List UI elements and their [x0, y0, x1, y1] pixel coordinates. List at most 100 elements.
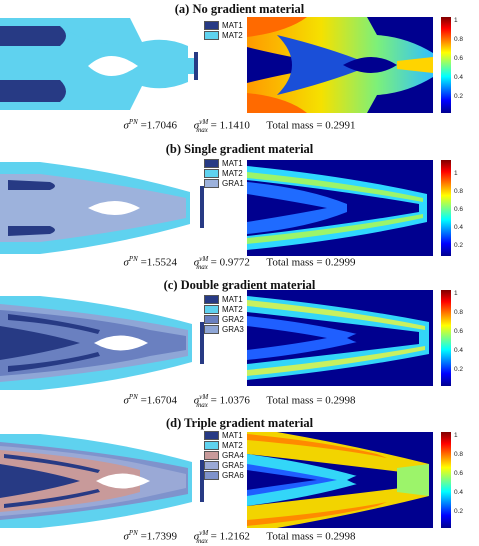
legend-label: MAT1 [222, 294, 243, 304]
legend-label: MAT2 [222, 30, 243, 40]
legend-label: GRA3 [222, 324, 244, 334]
legend-swatch [204, 440, 219, 450]
colorbar-tick: 0.4 [454, 489, 463, 496]
legend-swatch [204, 450, 219, 460]
panel-b: (b) Single gradient material MAT1 MAT2 G… [0, 138, 479, 274]
legend-label: GRA4 [222, 450, 244, 460]
legend-label: GRA5 [222, 460, 244, 470]
panel-title: (d) Triple gradient material [165, 416, 314, 430]
total-mass: Total mass = 0.2999 [266, 256, 356, 269]
legend-c: MAT1 MAT2 GRA2 GRA3 [204, 294, 244, 334]
colorbar-tick: 0.4 [454, 74, 463, 81]
legend-label: MAT2 [222, 304, 243, 314]
panel-a: (a) No gradient material MAT1 MAT2 [0, 0, 479, 136]
material-layout-d [0, 434, 204, 528]
colorbar-tick: 0.2 [454, 508, 463, 515]
panel-title: (c) Double gradient material [163, 278, 316, 292]
material-layout-a [0, 18, 198, 110]
sigma-pn-sup: PN [128, 529, 138, 537]
stress-heatmap-a [247, 17, 433, 113]
colorbar-d: 1 0.8 0.6 0.4 0.2 [441, 432, 463, 528]
legend-swatch [204, 178, 219, 188]
legend-label: GRA6 [222, 470, 244, 480]
material-layout-c [0, 296, 204, 390]
legend-label: MAT2 [222, 168, 243, 178]
colorbar-tick: 0.8 [454, 309, 463, 316]
sigma-pn-value: =1.5524 [140, 256, 178, 269]
legend-item: GRA3 [204, 324, 244, 334]
legend-swatch [204, 20, 219, 30]
legend-label: GRA2 [222, 314, 244, 324]
stats-line-c: σPN =1.6704 σvMmax = 1.0376 Total mass =… [0, 393, 479, 409]
colorbar-c: 1 0.8 0.6 0.4 0.2 [441, 290, 463, 386]
sigma-pn-sup: PN [128, 255, 138, 263]
colorbar-b: 1 0.8 0.6 0.4 0.2 [441, 160, 463, 256]
total-mass: Total mass = 0.2991 [266, 119, 356, 132]
legend-item: MAT1 [204, 430, 244, 440]
stress-heatmap-b [247, 160, 433, 256]
sigma-pn-value: =1.7399 [140, 530, 178, 543]
legend-item: GRA4 [204, 450, 244, 460]
legend-swatch [204, 430, 219, 440]
stats-line-d: σPN =1.7399 σvMmax = 1.2162 Total mass =… [0, 529, 479, 545]
sigma-pn-symbol: σ [123, 256, 129, 269]
legend-item: MAT2 [204, 168, 244, 178]
legend-item: MAT1 [204, 20, 243, 30]
sigma-vm-symbol: σ [193, 530, 200, 543]
sigma-vm-value: = 1.2162 [210, 530, 250, 543]
colorbar-tick: 0.8 [454, 36, 463, 43]
legend-item: GRA1 [204, 178, 244, 188]
sigma-pn-sup: PN [128, 118, 138, 126]
colorbar-tick: 0.8 [454, 451, 463, 458]
panel-title: (a) No gradient material [174, 2, 305, 16]
legend-label: MAT2 [222, 440, 243, 450]
colorbar-tick: 0.4 [454, 224, 463, 231]
sigma-pn-symbol: σ [123, 530, 129, 543]
stress-heatmap-d [247, 432, 433, 528]
sigma-pn-value: =1.7046 [140, 119, 178, 132]
legend-swatch [204, 314, 219, 324]
stats-line-a: σPN =1.7046 σvMmax = 1.1410 Total mass =… [0, 118, 479, 134]
sigma-vm-sub: max [196, 400, 208, 409]
sigma-vm-sub: max [196, 536, 208, 545]
legend-label: MAT1 [222, 158, 243, 168]
legend-item: MAT1 [204, 158, 244, 168]
legend-label: MAT1 [222, 430, 243, 440]
colorbar-tick: 1 [454, 170, 458, 177]
sigma-vm-value: = 1.1410 [210, 119, 250, 132]
colorbar-tick: 0.6 [454, 328, 463, 335]
legend-swatch [204, 158, 219, 168]
colorbar-tick: 1 [454, 17, 458, 24]
stress-heatmap-c [247, 290, 433, 386]
legend-label: MAT1 [222, 20, 243, 30]
sigma-vm-sub: max [196, 125, 208, 134]
stats-line-b: σPN =1.5524 σvMmax = 0.9772 Total mass =… [0, 255, 479, 271]
colorbar-tick: 0.2 [454, 366, 463, 373]
panel-title: (b) Single gradient material [165, 142, 314, 156]
legend-a: MAT1 MAT2 [204, 20, 243, 40]
panel-c: (c) Double gradient material MAT1 MAT2 G… [0, 276, 479, 410]
sigma-pn-symbol: σ [123, 394, 129, 407]
legend-swatch [204, 460, 219, 470]
legend-swatch [204, 294, 219, 304]
sigma-vm-sup: vM [199, 255, 209, 263]
total-mass: Total mass = 0.2998 [266, 530, 356, 543]
legend-label: GRA1 [222, 178, 244, 188]
legend-item: GRA6 [204, 470, 244, 480]
colorbar-a: 1 0.8 0.6 0.4 0.2 [441, 17, 463, 113]
legend-item: MAT2 [204, 30, 243, 40]
colorbar-tick: 0.4 [454, 347, 463, 354]
legend-d: MAT1 MAT2 GRA4 GRA5 GRA6 [204, 430, 244, 480]
legend-item: MAT2 [204, 440, 244, 450]
sigma-vm-sup: vM [199, 529, 209, 537]
material-layout-b [0, 162, 204, 254]
sigma-vm-symbol: σ [193, 256, 200, 269]
legend-item: GRA2 [204, 314, 244, 324]
colorbar-tick: 0.8 [454, 188, 463, 195]
legend-swatch [204, 168, 219, 178]
colorbar-tick: 1 [454, 432, 458, 439]
panel-d: (d) Triple gradient material MAT1 MAT2 G… [0, 412, 479, 546]
total-mass: Total mass = 0.2998 [266, 394, 356, 407]
colorbar-tick: 0.2 [454, 242, 463, 249]
sigma-pn-value: =1.6704 [140, 394, 178, 407]
